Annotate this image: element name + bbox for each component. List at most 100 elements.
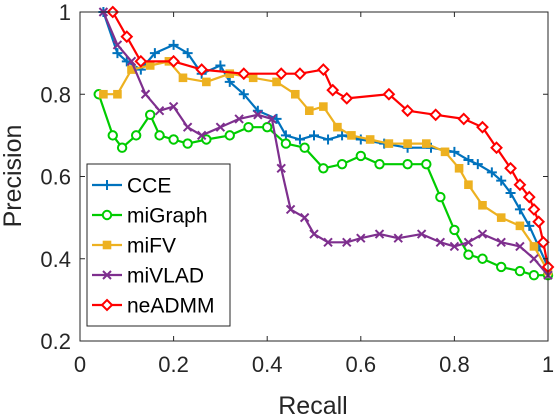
data-point-migraph-16 [355, 150, 366, 162]
data-point-mivlad-17 [342, 237, 352, 248]
data-point-migraph-12 [280, 138, 292, 149]
data-point-mifv-11 [305, 106, 314, 116]
data-point-neadmm-20 [527, 202, 541, 216]
data-point-mifv-12 [319, 102, 328, 111]
data-point-mifv-3 [145, 61, 155, 70]
series-line-migraph [97, 93, 548, 277]
data-point-neadmm-1 [120, 30, 134, 44]
x-tick-label: 0.4 [252, 352, 283, 377]
data-point-neadmm-16 [490, 141, 503, 155]
data-point-mivlad-28 [529, 254, 539, 264]
legend-label-cce: CCE [127, 175, 171, 198]
data-point-cce-16 [323, 134, 334, 145]
data-point-mivlad-1 [112, 40, 123, 50]
data-point-neadmm-8 [316, 63, 330, 76]
data-point-mifv-14 [347, 131, 356, 140]
series-line-cce [102, 11, 550, 268]
x-tick-label: 0.8 [439, 352, 470, 377]
data-point-cce-15 [309, 130, 319, 141]
data-point-neadmm-2 [134, 54, 148, 68]
legend-marker-neadmm [100, 298, 114, 312]
data-point-mivlad-25 [477, 229, 488, 239]
data-point-migraph-15 [336, 158, 348, 170]
data-point-cce-9 [224, 76, 235, 87]
data-point-mivlad-14 [299, 212, 310, 223]
data-point-mifv-13 [333, 122, 342, 132]
y-tick-label: 0.6 [40, 165, 71, 190]
data-point-migraph-9 [224, 130, 235, 141]
data-point-cce-28 [514, 204, 525, 215]
data-point-neadmm-18 [513, 178, 527, 192]
data-point-neadmm-15 [476, 120, 489, 134]
data-point-migraph-1 [107, 130, 118, 141]
data-point-mifv-19 [440, 147, 450, 157]
data-point-mivlad-23 [449, 241, 460, 252]
data-point-cce-10 [238, 89, 249, 100]
x-tick-label: 0.2 [158, 352, 189, 377]
legend-label-neadmm: neADMM [127, 295, 215, 318]
data-point-neadmm-22 [536, 235, 550, 249]
ticks-layer: 0 0.2 0.4 0.6 0.8 10.20.40.60.81 [40, 0, 554, 377]
series-neadmm [106, 5, 555, 274]
data-point-migraph-25 [514, 265, 526, 277]
data-point-cce-14 [294, 134, 305, 145]
y-tick-label: 0.8 [40, 82, 71, 107]
data-point-mivlad-7 [196, 130, 207, 141]
data-point-mifv-10 [290, 89, 300, 99]
data-point-mifv-5 [178, 73, 188, 83]
legend-label-mifv: miFV [127, 235, 176, 258]
data-point-cce-5 [168, 39, 179, 50]
data-point-migraph-5 [154, 130, 165, 141]
series-migraph [93, 89, 554, 281]
data-point-mivlad-15 [309, 229, 319, 239]
legend-marker-mivlad [102, 270, 112, 280]
data-point-neadmm-19 [522, 190, 536, 204]
y-tick-label: 0.4 [40, 247, 71, 272]
y-tick-label: 0.2 [40, 329, 71, 354]
legend: CCE miGraph miFV miVLAD neADMM [86, 163, 231, 327]
data-point-cce-24 [472, 159, 483, 170]
data-point-migraph-21 [449, 224, 460, 236]
data-point-neadmm-4 [195, 63, 209, 76]
data-point-mifv-9 [272, 77, 281, 87]
data-point-neadmm-13 [429, 108, 443, 122]
legend-entry-mifv: miFV [92, 235, 176, 258]
data-point-mivlad-9 [234, 114, 244, 124]
data-point-mivlad-2 [126, 56, 137, 67]
data-point-mivlad-5 [168, 101, 179, 112]
data-point-migraph-24 [496, 261, 507, 273]
data-point-cce-6 [182, 48, 193, 59]
data-point-cce-1 [112, 48, 123, 59]
data-point-migraph-10 [243, 121, 254, 133]
data-point-neadmm-12 [401, 104, 415, 118]
legend-entry-neadmm: neADMM [92, 295, 215, 318]
data-point-migraph-11 [262, 121, 273, 133]
data-point-mivlad-3 [140, 89, 151, 99]
data-point-cce-27 [505, 187, 516, 198]
data-point-neadmm-9 [326, 83, 340, 97]
legend-label-migraph: miGraph [127, 205, 208, 228]
data-point-migraph-26 [528, 270, 540, 281]
data-point-mivlad-22 [435, 237, 446, 248]
data-point-cce-22 [449, 146, 460, 157]
data-point-migraph-3 [130, 130, 142, 141]
data-point-migraph-18 [402, 158, 413, 170]
data-point-mivlad-21 [416, 229, 427, 239]
data-point-migraph-7 [182, 138, 193, 149]
data-point-mifv-16 [384, 139, 394, 148]
data-point-mivlad-16 [323, 237, 333, 248]
data-point-migraph-19 [421, 158, 432, 170]
data-point-cce-26 [496, 175, 507, 186]
data-point-neadmm-17 [504, 161, 517, 175]
legend-entry-cce: CCE [92, 175, 171, 198]
data-point-mivlad-19 [374, 229, 385, 239]
data-point-mivlad-24 [463, 237, 474, 248]
x-tick-label: 1 [542, 352, 554, 377]
data-point-mifv-25 [529, 242, 539, 251]
data-point-migraph-14 [318, 163, 329, 174]
data-point-mifv-8 [248, 73, 258, 83]
data-point-mivlad-26 [496, 237, 506, 248]
data-point-neadmm-11 [382, 87, 396, 101]
data-point-neadmm-14 [457, 112, 471, 126]
